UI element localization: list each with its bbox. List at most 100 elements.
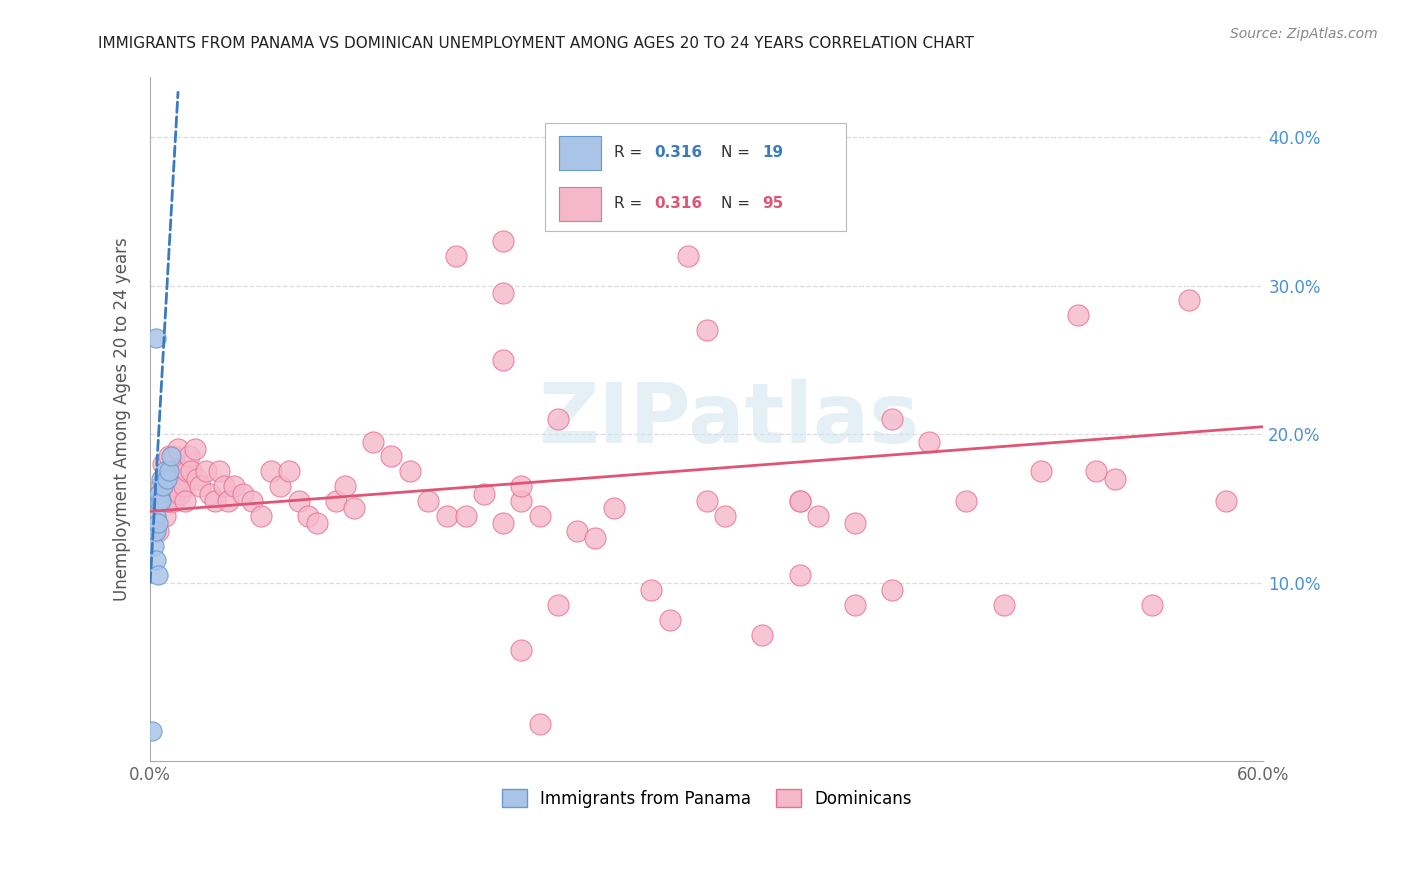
Point: [173, 479, 195, 493]
Point: [232, 486, 254, 500]
Point: [751, 628, 773, 642]
Point: [250, 508, 273, 523]
Point: [148, 494, 170, 508]
Point: [153, 472, 176, 486]
Point: [361, 434, 384, 449]
Point: [157, 494, 180, 508]
Point: [547, 598, 569, 612]
Point: [269, 479, 291, 493]
Point: [297, 508, 319, 523]
Point: [156, 486, 179, 500]
Point: [260, 464, 283, 478]
Point: [603, 501, 626, 516]
Point: [169, 464, 191, 478]
Point: [142, 524, 165, 538]
Text: 95: 95: [762, 196, 783, 211]
Point: [222, 479, 245, 493]
Y-axis label: Unemployment Among Ages 20 to 24 years: Unemployment Among Ages 20 to 24 years: [114, 237, 131, 601]
Point: [789, 494, 811, 508]
Text: N =: N =: [721, 145, 755, 161]
Point: [188, 479, 211, 493]
Point: [157, 464, 180, 478]
Point: [278, 464, 301, 478]
Point: [1029, 464, 1052, 478]
Legend: Immigrants from Panama, Dominicans: Immigrants from Panama, Dominicans: [495, 783, 918, 814]
Point: [993, 598, 1015, 612]
Point: [529, 717, 551, 731]
Point: [169, 486, 191, 500]
Point: [472, 486, 495, 500]
Text: IMMIGRANTS FROM PANAMA VS DOMINICAN UNEMPLOYMENT AMONG AGES 20 TO 24 YEARS CORRE: IMMIGRANTS FROM PANAMA VS DOMINICAN UNEM…: [98, 36, 974, 51]
Point: [142, 539, 165, 553]
Point: [1067, 308, 1090, 322]
Point: [150, 472, 173, 486]
Point: [844, 598, 866, 612]
Point: [492, 285, 515, 300]
Point: [1215, 494, 1237, 508]
Point: [882, 412, 904, 426]
Point: [789, 494, 811, 508]
Point: [492, 234, 515, 248]
Point: [214, 479, 236, 493]
Point: [180, 464, 202, 478]
Point: [179, 450, 201, 464]
Point: [918, 434, 941, 449]
Point: [418, 494, 440, 508]
Point: [844, 516, 866, 531]
Point: [658, 613, 681, 627]
Bar: [558, 136, 600, 169]
Point: [640, 583, 662, 598]
Point: [148, 486, 170, 500]
Text: R =: R =: [614, 145, 648, 161]
Text: 19: 19: [762, 145, 783, 161]
Point: [240, 494, 263, 508]
Point: [287, 494, 309, 508]
Point: [145, 330, 167, 344]
Point: [152, 457, 174, 471]
Point: [583, 531, 606, 545]
Point: [399, 464, 422, 478]
Point: [1104, 472, 1126, 486]
Point: [183, 442, 205, 456]
Point: [146, 516, 169, 531]
Text: ZIPatlas: ZIPatlas: [538, 379, 920, 459]
Point: [148, 494, 170, 508]
Point: [492, 516, 515, 531]
Bar: [558, 186, 600, 221]
Point: [194, 464, 217, 478]
Point: [167, 442, 190, 456]
Point: [436, 508, 458, 523]
Point: [156, 472, 179, 486]
Point: [333, 479, 356, 493]
Text: 0.316: 0.316: [654, 196, 703, 211]
Point: [150, 494, 173, 508]
Point: [343, 501, 366, 516]
Point: [148, 486, 170, 500]
Point: [146, 568, 169, 582]
Point: [145, 524, 167, 538]
FancyBboxPatch shape: [546, 123, 846, 231]
Point: [163, 450, 186, 464]
Point: [955, 494, 977, 508]
Point: [529, 508, 551, 523]
Point: [165, 464, 187, 478]
Point: [714, 508, 737, 523]
Point: [198, 486, 221, 500]
Point: [208, 464, 231, 478]
Text: N =: N =: [721, 196, 755, 211]
Point: [165, 479, 187, 493]
Point: [547, 412, 569, 426]
Point: [146, 524, 169, 538]
Point: [446, 249, 468, 263]
Point: [176, 464, 198, 478]
Point: [454, 508, 477, 523]
Point: [217, 494, 239, 508]
Text: Source: ZipAtlas.com: Source: ZipAtlas.com: [1230, 27, 1378, 41]
Point: [492, 352, 515, 367]
Point: [696, 323, 718, 337]
Point: [807, 508, 830, 523]
Point: [186, 472, 208, 486]
Point: [510, 479, 533, 493]
Point: [152, 479, 174, 493]
Point: [325, 494, 347, 508]
